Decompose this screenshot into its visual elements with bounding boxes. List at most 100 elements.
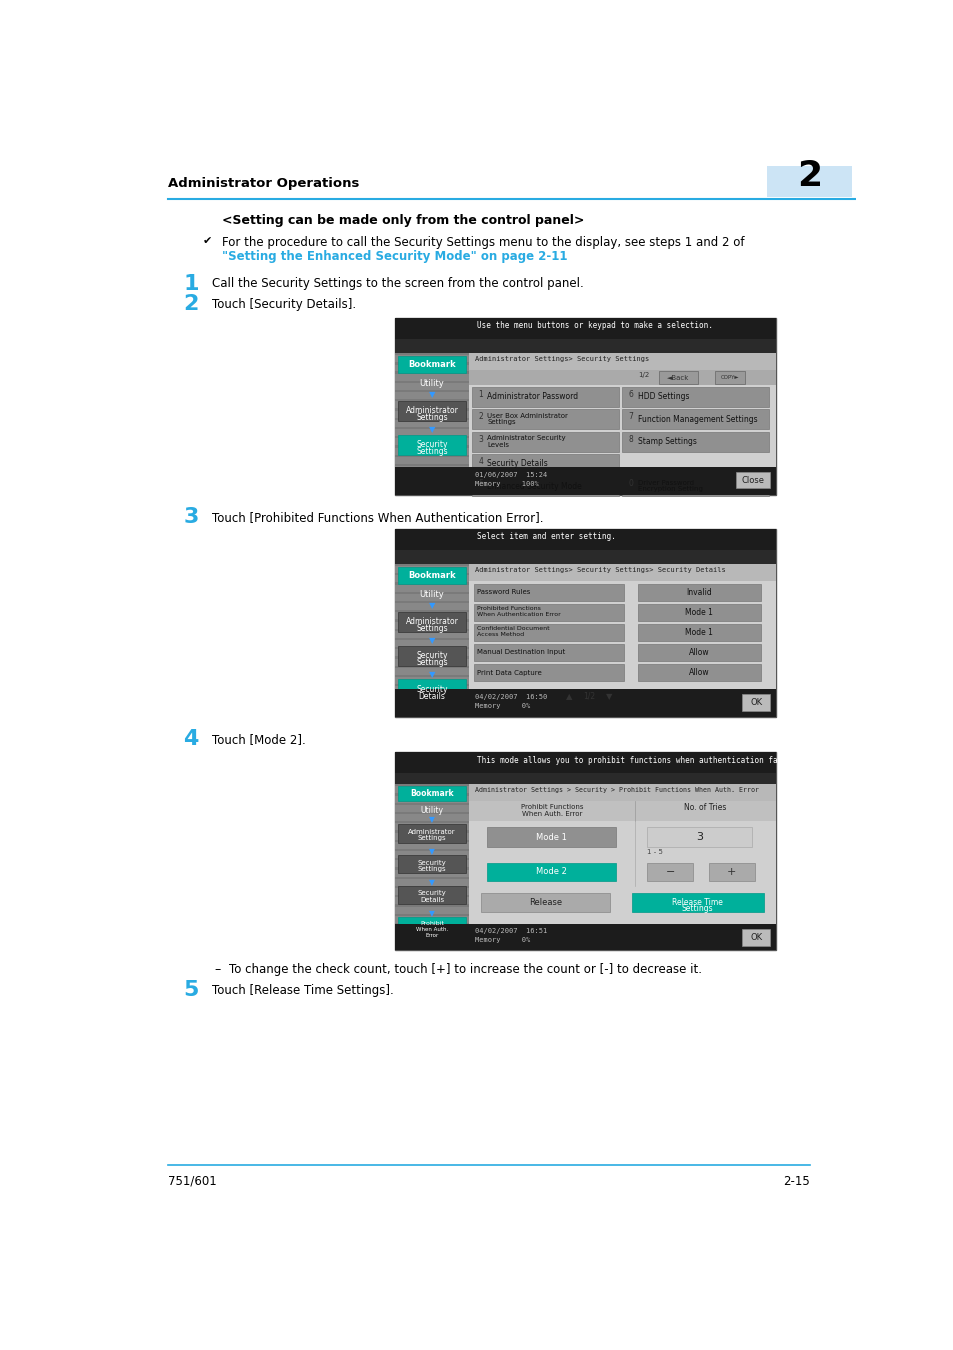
Text: Manual Destination Input: Manual Destination Input [476,649,564,656]
Text: Security Details: Security Details [487,459,548,468]
Bar [395,610,469,613]
Bar [469,784,776,801]
Text: 04/02/2007  16:50: 04/02/2007 16:50 [475,694,547,701]
Text: 1/2: 1/2 [582,693,595,701]
Bar [395,774,776,784]
Text: Administrator Password: Administrator Password [487,393,578,401]
Bar [487,828,616,848]
Bar [560,688,576,705]
Bar [631,894,763,913]
Bar [395,941,469,944]
Bar [395,830,469,833]
Text: 2-15: 2-15 [782,1174,809,1188]
Text: ▼: ▼ [429,848,435,856]
Bar [395,752,776,774]
Bar [659,371,698,383]
Bar [395,564,469,566]
Bar [395,923,469,925]
Bar [395,784,469,950]
Text: 5: 5 [183,980,198,1000]
Text: Memory     100%: Memory 100% [475,481,538,487]
Text: Bookmark: Bookmark [408,571,456,580]
Text: Utility: Utility [420,806,443,814]
Bar [395,904,469,907]
Bar [638,624,760,641]
Text: Administrator Settings > Security > Prohibit Functions When Auth. Error: Administrator Settings > Security > Proh… [475,787,759,794]
Bar [395,886,469,888]
Bar [397,612,465,632]
Text: –: – [213,963,220,976]
Bar [395,317,776,339]
Text: Administrator Settings> Security Settings> Security Details: Administrator Settings> Security Setting… [475,567,725,572]
Bar [395,694,469,695]
Text: Select item and enter setting.: Select item and enter setting. [476,532,615,541]
Text: 2: 2 [183,294,198,315]
Bar [473,644,623,662]
Bar [395,794,469,795]
Text: 0: 0 [628,479,633,489]
Text: Encryption Setting: Encryption Setting [637,486,701,493]
Text: Password Rules: Password Rules [476,590,530,595]
Bar [395,895,469,898]
Bar [397,886,465,904]
Bar [395,582,469,585]
Bar [397,786,465,801]
Text: Bookmark: Bookmark [410,788,454,798]
Text: −: − [665,867,674,878]
Text: Settings: Settings [416,447,447,456]
Text: When Authentication Error: When Authentication Error [476,613,559,617]
Text: ▼: ▼ [429,909,435,918]
Bar [395,821,469,824]
Bar [395,867,469,869]
Text: Administrator Operations: Administrator Operations [168,177,359,190]
Text: Driver Password: Driver Password [637,481,693,486]
Text: When Auth. Error: When Auth. Error [521,811,581,817]
Text: Administrator: Administrator [405,406,457,414]
Bar [395,352,469,494]
Bar [395,849,469,850]
Text: HDD Settings: HDD Settings [637,393,688,401]
Text: Close: Close [740,475,763,485]
Text: To change the check count, touch [+] to increase the count or [-] to decrease it: To change the check count, touch [+] to … [229,963,701,976]
Bar [397,855,465,873]
Text: ▼: ▼ [428,636,435,645]
Bar [472,477,618,497]
Bar [395,362,469,364]
Text: <Setting can be made only from the control panel>: <Setting can be made only from the contr… [221,215,583,227]
Bar [469,352,776,494]
Text: 5: 5 [477,479,482,489]
Bar [473,664,623,680]
Text: 1: 1 [477,390,482,398]
Text: Release Time: Release Time [672,898,722,907]
Bar [473,585,623,601]
Bar [395,564,469,717]
Text: Allow: Allow [688,648,709,657]
Text: Stamp Settings: Stamp Settings [637,437,696,446]
Bar [397,356,465,373]
Text: Release: Release [529,898,561,907]
Bar [469,370,776,385]
Bar [472,432,618,451]
Bar [395,574,469,575]
Bar [646,828,751,848]
Text: 01/06/2007  15:24: 01/06/2007 15:24 [475,471,547,478]
Text: Print Data Capture: Print Data Capture [476,670,540,675]
Bar [395,455,469,456]
Text: Mode 1: Mode 1 [536,833,567,842]
Bar [395,409,469,410]
Bar [469,784,776,950]
Bar [708,863,754,882]
Text: 2: 2 [477,412,482,421]
Bar [646,863,693,882]
Text: ▼: ▼ [429,815,435,824]
Text: Details: Details [419,896,443,903]
Bar [469,925,776,950]
Bar [395,446,469,448]
Text: Settings: Settings [487,420,516,425]
Bar [714,371,744,383]
Text: Touch [Security Details].: Touch [Security Details]. [213,298,356,312]
Text: ▼: ▼ [428,425,435,435]
Bar [395,876,469,879]
Bar [395,371,469,374]
Bar [397,567,465,585]
